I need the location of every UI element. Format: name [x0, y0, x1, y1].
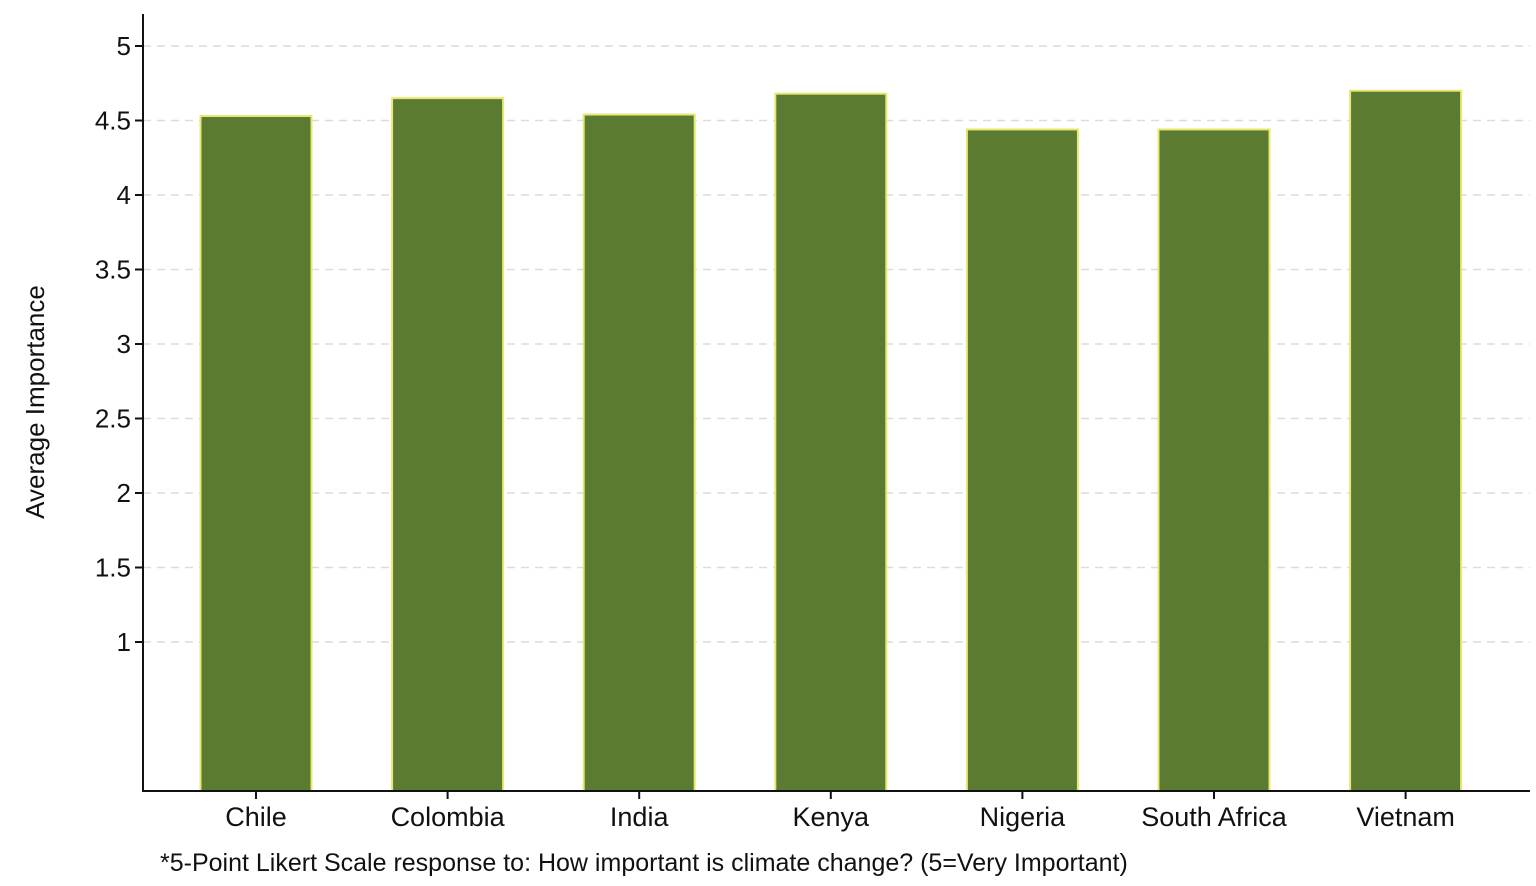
x-tick-label: Kenya	[793, 802, 871, 832]
bar-chile	[199, 115, 313, 792]
y-axis-ticks: 1 1.5 2 2.5 3 3.5 4 4.5 5	[95, 31, 143, 657]
y-tick-label: 4.5	[95, 106, 131, 136]
bar-kenya	[774, 92, 888, 793]
y-tick-label: 2.5	[95, 404, 131, 434]
bar-india	[582, 113, 696, 793]
y-tick-label: 2	[117, 478, 131, 508]
x-tick-label: Vietnam	[1356, 802, 1455, 832]
bar-colombia	[391, 97, 505, 792]
bars	[199, 89, 1463, 793]
x-tick-label: India	[610, 802, 670, 832]
x-tick-label: South Africa	[1141, 802, 1288, 832]
x-tick-label: Chile	[225, 802, 287, 832]
x-tick-label: Nigeria	[980, 802, 1067, 832]
bar-vietnam	[1349, 89, 1463, 792]
bar-nigeria	[965, 128, 1079, 792]
y-tick-label: 1	[117, 627, 131, 657]
y-tick-label: 3.5	[95, 255, 131, 285]
y-tick-label: 4	[117, 180, 131, 210]
y-tick-label: 1.5	[95, 553, 131, 583]
x-axis-ticks: Chile Colombia India Kenya Nigeria South Afri…	[225, 791, 1455, 832]
y-axis-label: Average Importance	[20, 285, 50, 519]
bar-south-africa	[1157, 128, 1271, 792]
y-tick-label: 5	[117, 31, 131, 61]
x-tick-label: Colombia	[391, 802, 506, 832]
y-tick-label: 3	[117, 329, 131, 359]
footnote: *5-Point Likert Scale response to: How i…	[160, 849, 1128, 877]
